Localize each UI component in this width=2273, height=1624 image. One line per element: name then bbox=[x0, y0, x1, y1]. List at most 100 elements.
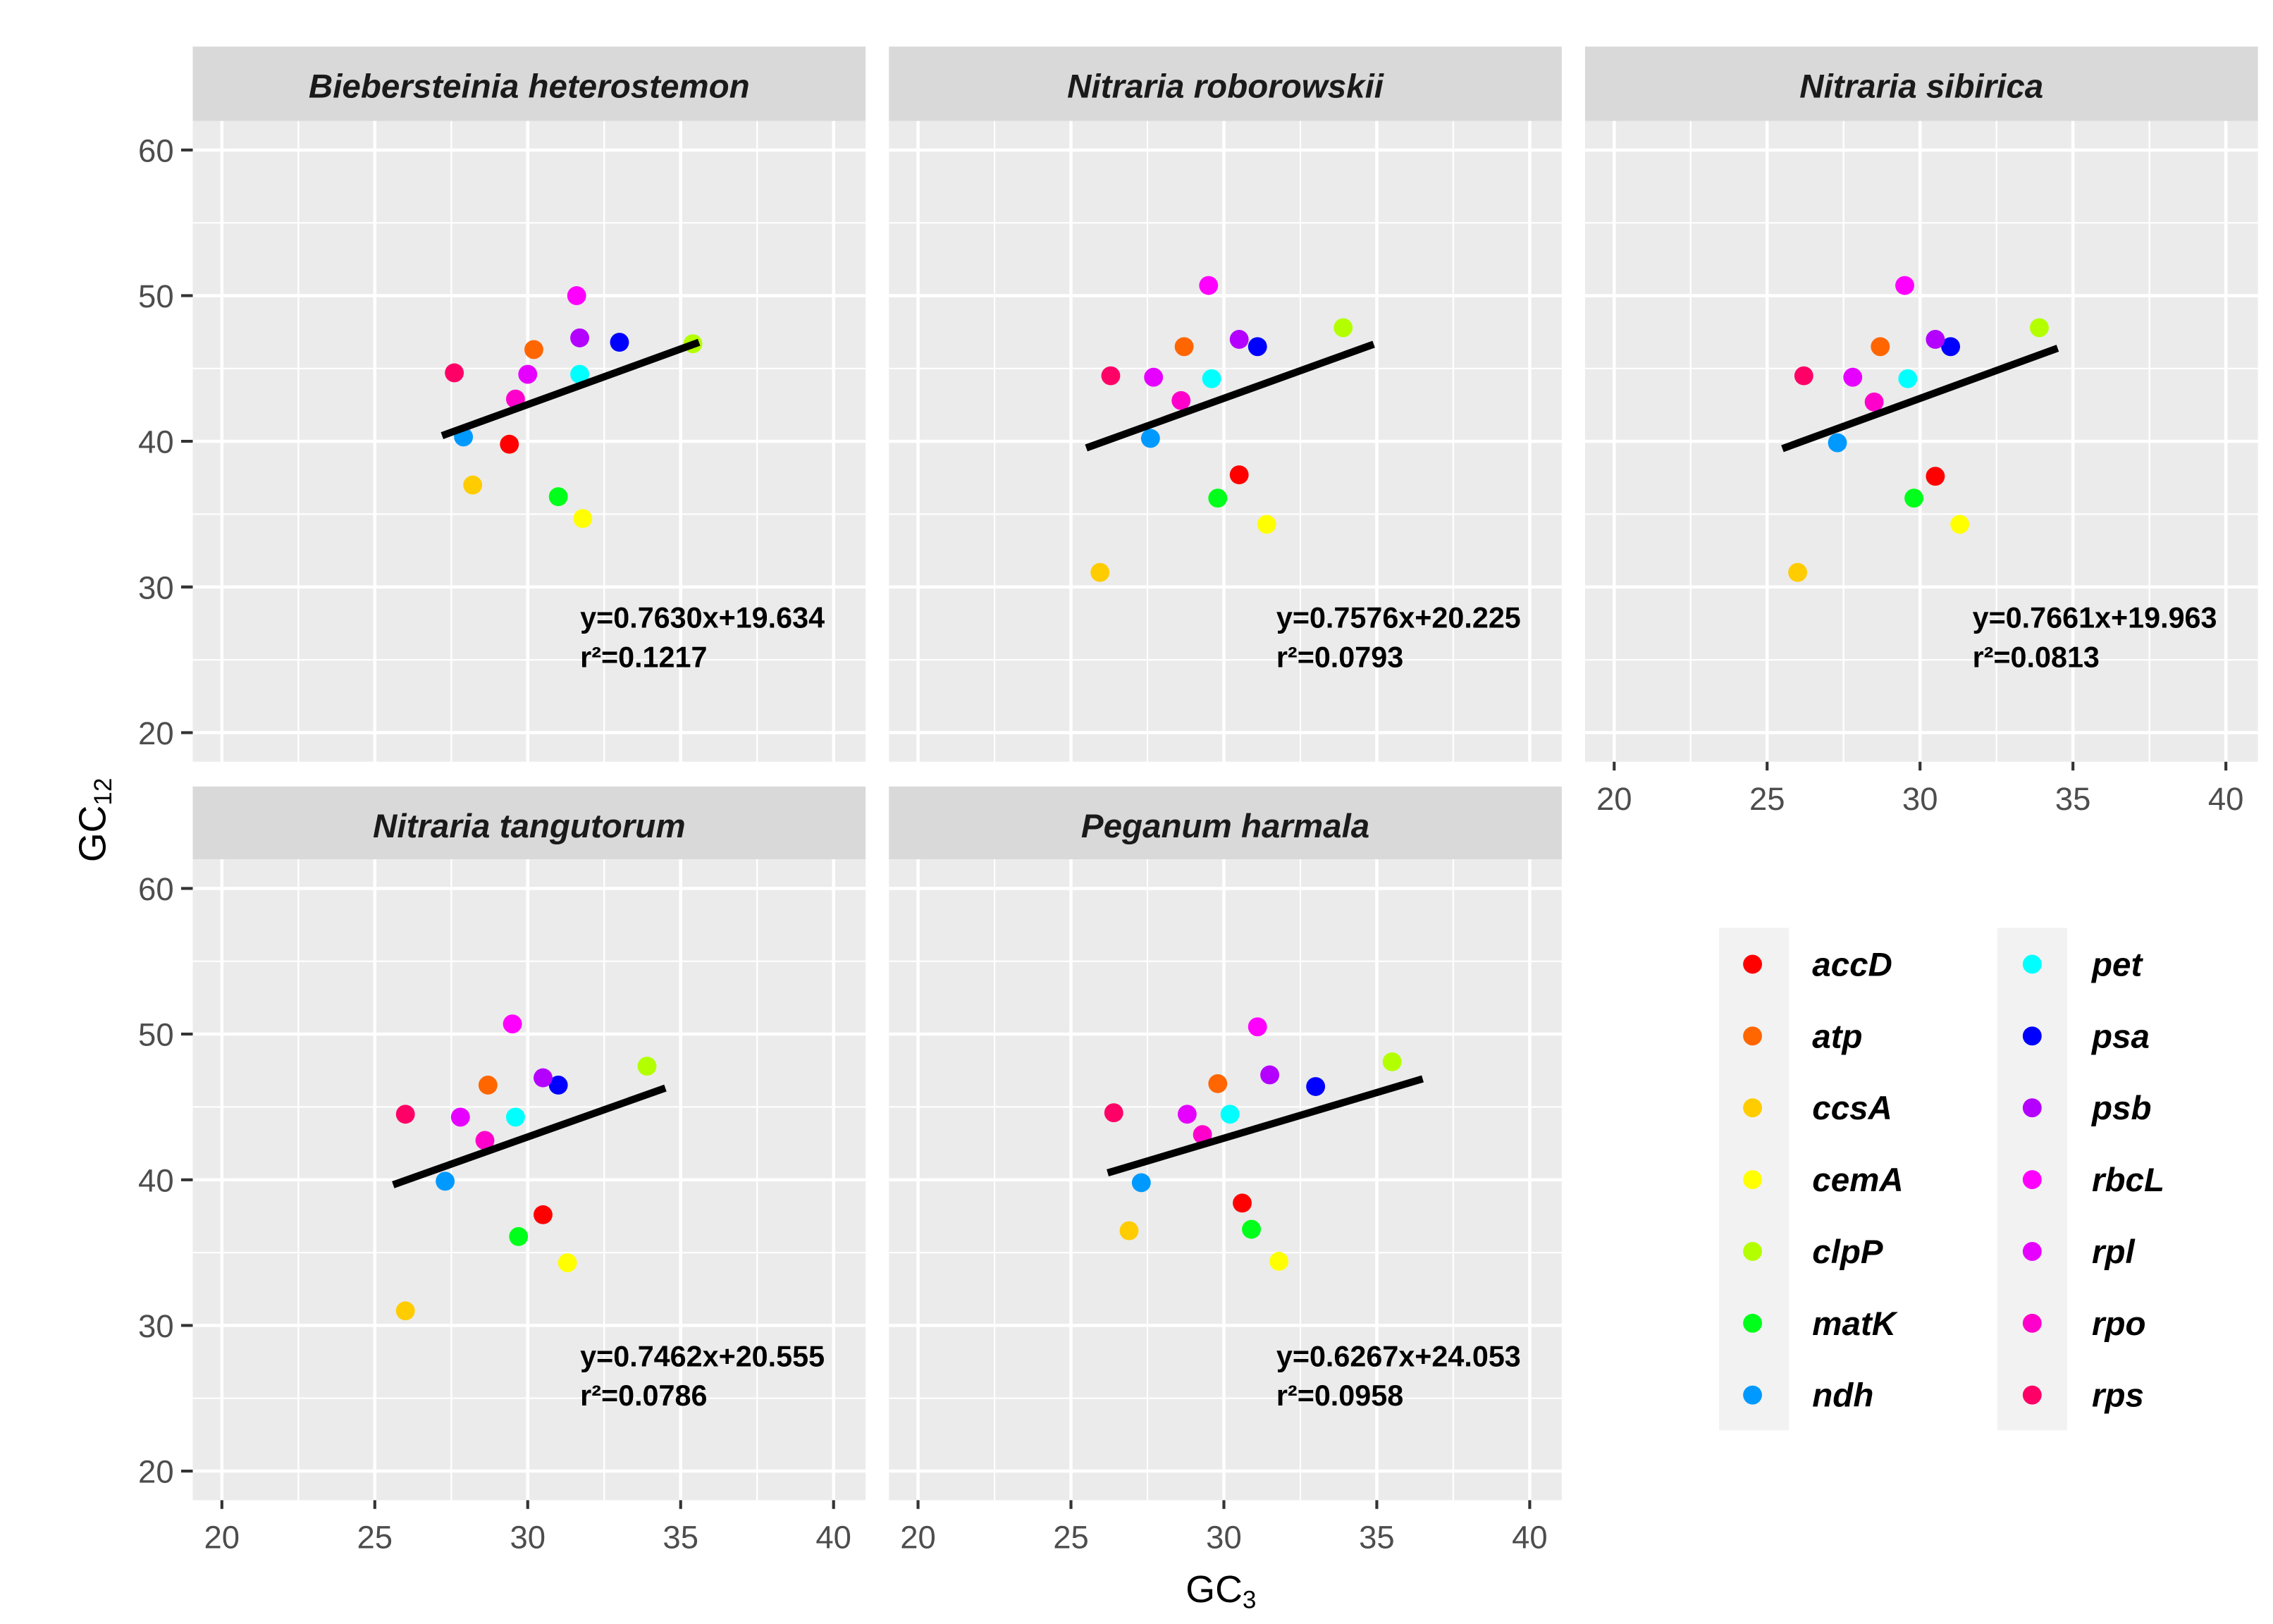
data-point-rpl bbox=[450, 1107, 470, 1127]
data-point-accD bbox=[534, 1205, 553, 1224]
legend-label: rpo bbox=[2092, 1305, 2146, 1343]
legend-label: clpP bbox=[1812, 1234, 1883, 1271]
data-point-rpo bbox=[1193, 1125, 1212, 1145]
legend-swatch-rbcL bbox=[2022, 1170, 2042, 1189]
data-point-rbcL bbox=[1248, 1017, 1267, 1037]
data-point-ccsA bbox=[395, 1301, 415, 1321]
data-point-clpP bbox=[637, 1057, 657, 1076]
x-axis-title-main: GC bbox=[1185, 1568, 1243, 1611]
data-point-psa bbox=[548, 1076, 568, 1095]
x-tick-label: 30 bbox=[1206, 1520, 1242, 1556]
y-axis-title: GC12 bbox=[72, 778, 117, 863]
y-tick-label: 20 bbox=[138, 1454, 174, 1490]
y-tick-label: 60 bbox=[138, 871, 174, 907]
legend-swatch-matK bbox=[1743, 1313, 1763, 1333]
facet-title: Biebersteinia heterostemon bbox=[309, 68, 750, 105]
y-tick-label: 50 bbox=[138, 1017, 174, 1053]
x-axis-title: GC3 bbox=[1185, 1568, 1256, 1613]
legend-label: ndh bbox=[1812, 1377, 1873, 1415]
legend-label: matK bbox=[1812, 1305, 1898, 1343]
legend-swatch-rpl bbox=[2022, 1241, 2042, 1261]
data-point-rps bbox=[1104, 1103, 1123, 1123]
legend-label: psb bbox=[2090, 1090, 2151, 1127]
legend-item: matK bbox=[1743, 1305, 1899, 1343]
regression-equation: y=0.7576x+20.225 bbox=[1276, 602, 1521, 634]
legend-label: accD bbox=[1812, 946, 1892, 983]
facet-strip bbox=[889, 47, 1562, 121]
legend-label: psa bbox=[2090, 1018, 2150, 1055]
facet-title: Peganum harmala bbox=[1081, 808, 1369, 845]
data-point-psb bbox=[534, 1068, 553, 1088]
data-point-clpP bbox=[2030, 318, 2049, 338]
facet-panel: Biebersteinia heterostemon 20 30 40 50 60 y=0.… bbox=[138, 47, 866, 762]
data-point-pet bbox=[1898, 369, 1918, 388]
y-tick-label: 50 bbox=[138, 278, 174, 314]
data-point-psb bbox=[1229, 330, 1249, 349]
data-point-rpo bbox=[1864, 392, 1884, 412]
legend-label: rpl bbox=[2092, 1234, 2136, 1271]
x-axis-title-subscript: 3 bbox=[1243, 1586, 1257, 1613]
legend-swatch-rps bbox=[2022, 1385, 2042, 1405]
facet-panel: Nitraria roborowskii y=0.7576x+20.225 r²=0… bbox=[889, 47, 1562, 762]
legend-label: ccsA bbox=[1812, 1090, 1892, 1127]
y-tick-label: 60 bbox=[138, 133, 174, 168]
data-point-psa bbox=[1248, 337, 1267, 357]
y-axis-title-main: GC bbox=[72, 806, 114, 863]
data-point-clpP bbox=[1333, 318, 1353, 338]
data-point-rps bbox=[445, 363, 464, 383]
facet-panel: Nitraria sibirica 20 25 30 35 40 y=0.7661x+19.… bbox=[1584, 47, 2258, 817]
y-tick-label: 40 bbox=[138, 1162, 174, 1198]
data-point-atp bbox=[1208, 1074, 1228, 1093]
x-tick-label: 40 bbox=[2208, 781, 2244, 817]
facet-strip bbox=[192, 786, 866, 860]
legend-item: psa bbox=[2022, 1018, 2150, 1055]
data-point-clpP bbox=[1382, 1052, 1402, 1071]
data-point-accD bbox=[1229, 465, 1249, 485]
legend-label: rbcL bbox=[2092, 1162, 2164, 1199]
panels: Biebersteinia heterostemon 20 30 40 50 60 y=0.… bbox=[138, 47, 2258, 1556]
data-point-psa bbox=[1941, 337, 1961, 357]
data-point-accD bbox=[1926, 467, 1945, 486]
legend-swatch-atp bbox=[1743, 1026, 1763, 1046]
regression-line bbox=[392, 1084, 667, 1188]
y-axis-title-subscript: 12 bbox=[90, 778, 117, 806]
legend-swatch-pet bbox=[2022, 954, 2042, 974]
data-point-rbcL bbox=[1895, 276, 1914, 295]
legend-item: pet bbox=[2022, 946, 2143, 983]
data-point-ndh bbox=[1131, 1173, 1151, 1193]
r-squared-label: r²=0.0813 bbox=[1973, 641, 2100, 673]
legend-item: rpl bbox=[2022, 1234, 2136, 1271]
r-squared-label: r²=0.0958 bbox=[1276, 1379, 1403, 1412]
x-tick-label: 40 bbox=[815, 1520, 851, 1556]
data-point-cemA bbox=[1950, 515, 1970, 534]
legend-swatch-psa bbox=[2022, 1026, 2042, 1046]
data-point-psb bbox=[1926, 330, 1945, 349]
facet-strip bbox=[889, 786, 1562, 860]
regression-equation: y=0.7462x+20.555 bbox=[580, 1340, 825, 1372]
x-tick-label: 25 bbox=[1749, 781, 1785, 817]
data-point-rps bbox=[395, 1105, 415, 1124]
data-point-atp bbox=[1174, 337, 1194, 357]
y-tick-label: 30 bbox=[138, 1308, 174, 1344]
data-point-rpo bbox=[1171, 390, 1191, 410]
legend-item: atp bbox=[1743, 1018, 1863, 1055]
data-point-atp bbox=[478, 1076, 498, 1095]
x-tick-label: 30 bbox=[510, 1520, 546, 1556]
facet-title: Nitraria sibirica bbox=[1799, 68, 2043, 105]
data-point-ndh bbox=[1828, 433, 1847, 453]
data-point-cemA bbox=[1269, 1252, 1289, 1271]
legend: accD atp ccsA cemA clpP matK ndh pet psa psb rbcL r… bbox=[1719, 928, 2164, 1431]
legend-swatch-rpo bbox=[2022, 1313, 2042, 1333]
legend-item: rbcL bbox=[2022, 1162, 2164, 1199]
facet-panel: Peganum harmala 20 25 30 35 40 y=0.6267x+24.05… bbox=[889, 786, 1562, 1556]
legend-swatch-cemA bbox=[1743, 1170, 1763, 1189]
data-point-rpl bbox=[1177, 1105, 1197, 1124]
r-squared-label: r²=0.0793 bbox=[1276, 641, 1403, 673]
legend-swatch-clpP bbox=[1743, 1241, 1763, 1261]
legend-item: accD bbox=[1743, 946, 1892, 983]
x-tick-label: 25 bbox=[1053, 1520, 1089, 1556]
data-point-matK bbox=[1242, 1219, 1261, 1239]
x-tick-label: 40 bbox=[1512, 1520, 1548, 1556]
data-point-cemA bbox=[558, 1253, 577, 1272]
